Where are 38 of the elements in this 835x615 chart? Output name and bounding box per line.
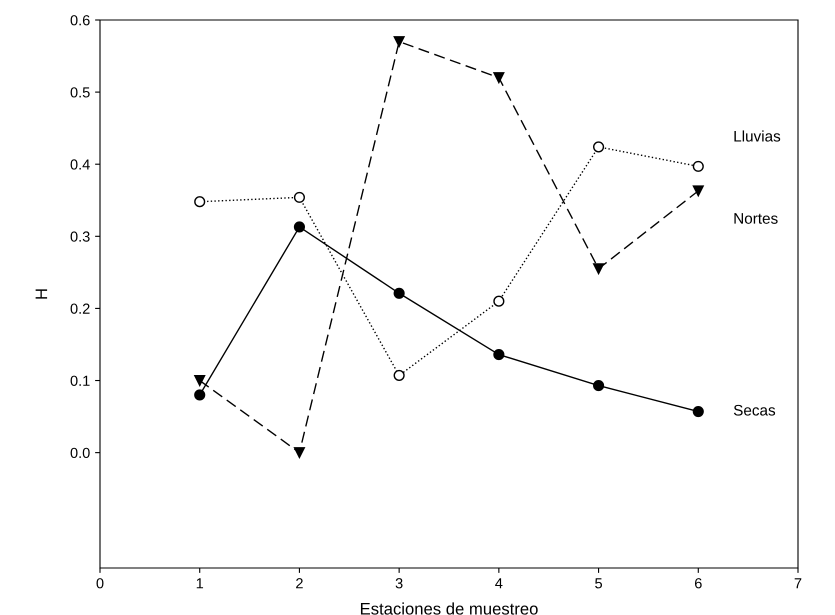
text: Nortes xyxy=(734,213,778,224)
x-tick-label: 4 xyxy=(495,578,502,588)
x-tick-label: 2 xyxy=(296,578,303,588)
x-tick-label: 3 xyxy=(396,578,403,588)
point xyxy=(493,72,504,84)
point xyxy=(194,374,206,386)
y-tick-label: 0.0 xyxy=(70,448,90,458)
text: Lluvias xyxy=(734,130,780,142)
text: Secas xyxy=(734,404,776,416)
y-tick-label: 0.2 xyxy=(70,304,90,314)
point xyxy=(294,192,305,203)
point xyxy=(294,447,305,458)
point xyxy=(692,160,704,172)
point xyxy=(194,389,206,401)
point xyxy=(493,296,504,307)
y-tick-label: 0.6 xyxy=(70,15,90,26)
y-tick-label: 0.5 xyxy=(70,87,90,98)
point xyxy=(593,380,604,392)
x-tick-label: 5 xyxy=(595,578,602,588)
x-axis-title: Estaciones de muestreo xyxy=(360,602,538,615)
y-tick-label: 0.1 xyxy=(70,376,90,386)
y-axis-title: H xyxy=(36,289,48,299)
x-tick-label: 7 xyxy=(794,578,802,588)
y-tick-label: 0.3 xyxy=(70,231,90,242)
point xyxy=(692,185,704,196)
x-tick-label: 0 xyxy=(96,578,104,588)
point xyxy=(593,141,604,152)
point xyxy=(294,221,305,232)
point xyxy=(593,263,604,274)
y-tick-label: 0.4 xyxy=(70,159,90,170)
point xyxy=(692,406,704,418)
point xyxy=(394,288,405,299)
x-tick-label: 6 xyxy=(694,578,702,588)
point xyxy=(394,36,405,48)
point xyxy=(394,370,405,382)
x-tick-label: 1 xyxy=(196,578,204,588)
point xyxy=(493,349,504,360)
point xyxy=(194,196,206,208)
